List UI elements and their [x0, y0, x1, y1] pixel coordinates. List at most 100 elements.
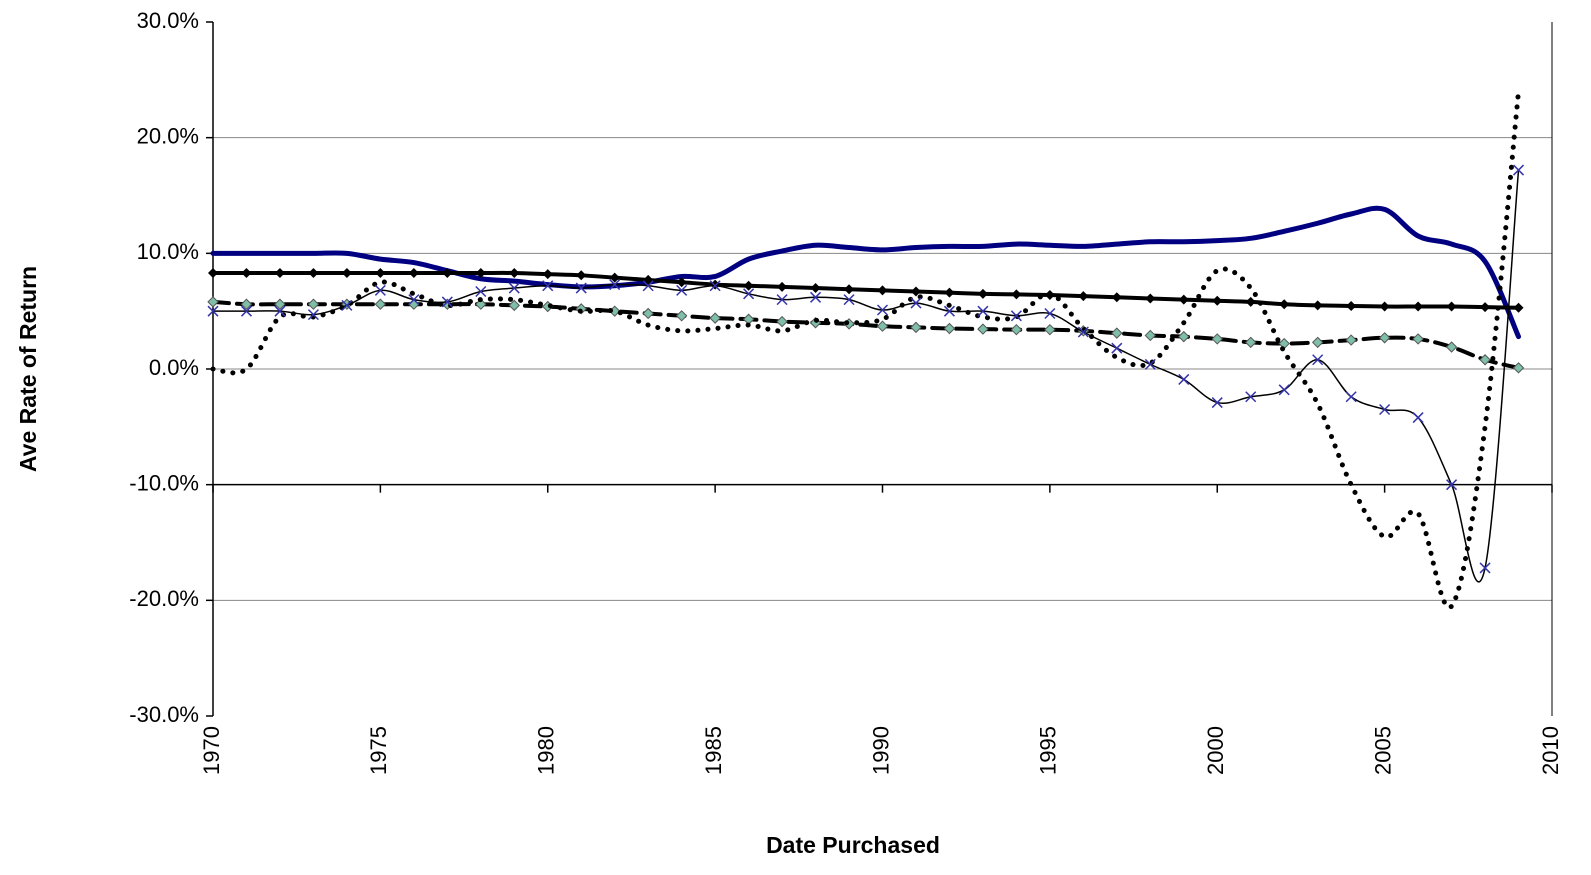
- marker: [1512, 362, 1525, 374]
- x-tick-label: 1970: [199, 726, 224, 775]
- marker: [1513, 302, 1524, 313]
- marker: [308, 267, 319, 278]
- marker: [1480, 302, 1491, 313]
- series-line: [210, 205, 1522, 340]
- marker: [508, 299, 520, 312]
- series-line: [211, 270, 1521, 310]
- marker: [208, 267, 218, 278]
- marker: [1178, 294, 1189, 305]
- marker: [810, 283, 821, 294]
- marker: [1345, 334, 1357, 346]
- marker: [1412, 412, 1424, 424]
- marker: [910, 286, 921, 297]
- marker: [240, 305, 253, 317]
- marker: [1211, 397, 1223, 409]
- marker: [777, 281, 788, 292]
- marker: [609, 279, 621, 291]
- marker: [1078, 291, 1089, 302]
- marker: [676, 277, 687, 288]
- marker: [743, 280, 754, 291]
- x-axis-title: Date Purchased: [766, 832, 940, 858]
- marker: [710, 279, 721, 290]
- marker: [776, 294, 788, 306]
- marker: [1311, 336, 1324, 349]
- marker: [576, 270, 587, 281]
- marker: [1011, 289, 1022, 300]
- marker: [274, 305, 286, 317]
- y-axis-title: Ave Rate of Return: [15, 266, 41, 472]
- marker: [1077, 326, 1089, 338]
- marker: [1312, 354, 1324, 366]
- marker: [374, 284, 386, 296]
- marker: [776, 315, 788, 328]
- marker: [1378, 332, 1391, 344]
- marker: [1044, 323, 1056, 336]
- marker: [1379, 301, 1390, 312]
- marker: [743, 288, 755, 300]
- marker: [810, 291, 822, 303]
- marker: [977, 288, 988, 299]
- marker: [609, 272, 620, 283]
- marker: [307, 298, 320, 310]
- marker: [1412, 333, 1424, 345]
- marker: [1479, 354, 1491, 366]
- marker: [1312, 300, 1323, 311]
- marker: [408, 267, 419, 278]
- y-tick-label: -30.0%: [129, 702, 199, 727]
- marker: [944, 287, 955, 298]
- marker: [475, 298, 487, 310]
- marker: [441, 296, 453, 308]
- marker: [575, 282, 587, 294]
- marker: [442, 267, 453, 278]
- marker: [509, 267, 520, 278]
- marker: [1446, 479, 1458, 491]
- marker: [341, 299, 353, 311]
- y-tick-label: -10.0%: [129, 470, 199, 495]
- marker: [709, 312, 721, 324]
- marker: [675, 310, 688, 322]
- marker: [876, 320, 889, 332]
- marker: [1010, 323, 1023, 336]
- marker: [408, 294, 420, 306]
- marker: [1445, 341, 1458, 353]
- marker: [1178, 373, 1190, 385]
- marker: [241, 267, 252, 278]
- y-tick-label: 20.0%: [137, 123, 199, 148]
- marker: [1144, 329, 1157, 342]
- marker: [307, 309, 319, 321]
- x-tick-label: 1980: [534, 726, 559, 775]
- marker: [1278, 337, 1290, 350]
- marker: [910, 297, 922, 309]
- marker: [1512, 164, 1525, 176]
- marker: [1111, 327, 1123, 339]
- marker: [375, 267, 386, 278]
- marker: [1212, 295, 1223, 306]
- x-tick-label: 2000: [1203, 726, 1228, 775]
- marker: [877, 285, 888, 296]
- marker: [1178, 330, 1190, 343]
- marker: [274, 298, 286, 310]
- series-line: [210, 88, 1522, 611]
- marker: [1345, 391, 1357, 403]
- marker: [374, 298, 387, 310]
- marker: [1278, 384, 1290, 396]
- marker: [876, 304, 889, 316]
- marker: [542, 269, 553, 280]
- marker: [843, 294, 855, 306]
- marker: [844, 284, 855, 295]
- marker: [1010, 310, 1022, 322]
- x-tick-label: 1995: [1036, 726, 1061, 775]
- marker: [240, 298, 253, 310]
- x-tick-label: 2010: [1538, 726, 1563, 775]
- x-tick-label: 1975: [366, 726, 391, 775]
- marker: [1479, 562, 1491, 574]
- y-tick-label: 30.0%: [137, 8, 199, 33]
- marker: [1446, 301, 1457, 312]
- marker: [1379, 403, 1391, 416]
- marker: [542, 280, 554, 292]
- marker: [207, 305, 219, 317]
- marker: [1279, 299, 1290, 310]
- series-line: [212, 169, 1520, 583]
- marker: [1111, 292, 1122, 303]
